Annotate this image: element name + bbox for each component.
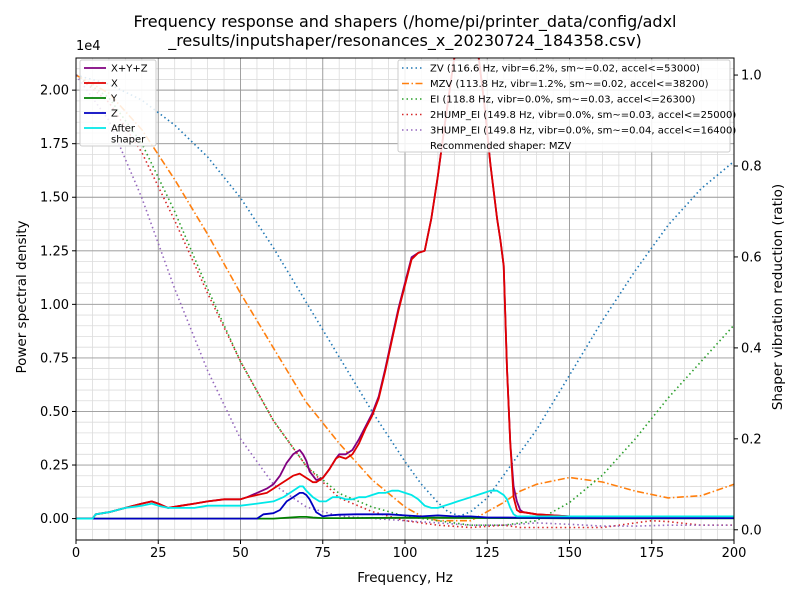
psd-legend-label: Z <box>111 109 118 120</box>
y2-tick-label: 0.6 <box>741 250 762 265</box>
x-tick-label: 100 <box>393 546 418 561</box>
y2-axis-label: Shaper vibration reduction (ratio) <box>770 184 786 410</box>
shaper-legend-label: 3HUMP_EI (149.8 Hz, vibr=0.0%, sm~=0.04,… <box>430 126 736 137</box>
y-axis-label: Power spectral density <box>14 220 30 373</box>
shaper-line-1 <box>76 74 734 522</box>
x-tick-label: 50 <box>232 546 249 561</box>
y2-tick-label: 0.2 <box>741 432 762 447</box>
recommended-shaper-text: Recommended shaper: MZV <box>430 141 571 152</box>
x-axis-label: Frequency, Hz <box>357 570 453 586</box>
psd-legend-label: X <box>111 79 118 90</box>
y2-tick-label: 0.0 <box>741 523 762 538</box>
psd-legend-box <box>79 59 157 147</box>
y2-tick-label: 1.0 <box>741 69 762 84</box>
x-tick-label: 150 <box>557 546 582 561</box>
psd-line-3 <box>76 491 734 520</box>
y-tick-label: 1.50 <box>40 191 69 206</box>
axis-ticks: 0 25 50 75 100 125 150 175 200 0.00 0.25 0.50 0.75 1.… <box>40 69 762 561</box>
psd-legend-label: Y <box>110 94 118 105</box>
x-tick-label: 25 <box>150 546 167 561</box>
y-tick-label: 1.00 <box>40 298 69 313</box>
shaper-legend-label: EI (118.8 Hz, vibr=0.0%, sm~=0.03, accel… <box>430 95 696 106</box>
y2-tick-label: 0.8 <box>741 159 762 174</box>
psd-curves <box>76 58 734 520</box>
shaper-legend: ZV (116.6 Hz, vibr=6.2%, sm~=0.02, accel… <box>397 59 736 153</box>
y-tick-label: 0.00 <box>40 512 69 527</box>
y2-tick-label: 0.4 <box>741 341 762 356</box>
psd-line-4 <box>76 485 734 520</box>
psd-legend-label: X+Y+Z <box>111 64 148 75</box>
y-tick-label: 2.00 <box>40 84 69 99</box>
shaper-line-4 <box>76 74 734 527</box>
x-tick-label: 0 <box>72 546 80 561</box>
y-tick-label: 0.50 <box>40 405 69 420</box>
psd-legend-label: After <box>111 124 136 135</box>
shaper-legend-label: MZV (113.8 Hz, vibr=1.2%, sm~=0.02, acce… <box>430 79 709 90</box>
y-tick-label: 1.25 <box>40 244 69 259</box>
y-tick-label: 1.75 <box>40 137 69 152</box>
shaper-legend-box <box>397 59 731 153</box>
y-axis-exponent: 1e4 <box>76 39 101 54</box>
psd-line-1 <box>76 58 734 520</box>
shaper-legend-label: ZV (116.6 Hz, vibr=6.2%, sm~=0.02, accel… <box>430 64 700 75</box>
x-tick-label: 175 <box>639 546 664 561</box>
y-tick-label: 0.75 <box>40 351 69 366</box>
chart-title-line-2: _results/inputshaper/resonances_x_202307… <box>167 31 642 51</box>
x-tick-label: 200 <box>722 546 747 561</box>
shaper-line-0 <box>76 74 734 517</box>
shaper-legend-label: 2HUMP_EI (149.8 Hz, vibr=0.0%, sm~=0.03,… <box>430 110 736 121</box>
x-tick-label: 125 <box>475 546 500 561</box>
x-tick-label: 75 <box>314 546 331 561</box>
chart-title-line-1: Frequency response and shapers (/home/pi… <box>133 12 676 32</box>
psd-legend-label: shaper <box>111 135 146 146</box>
y-tick-label: 0.25 <box>40 459 69 474</box>
